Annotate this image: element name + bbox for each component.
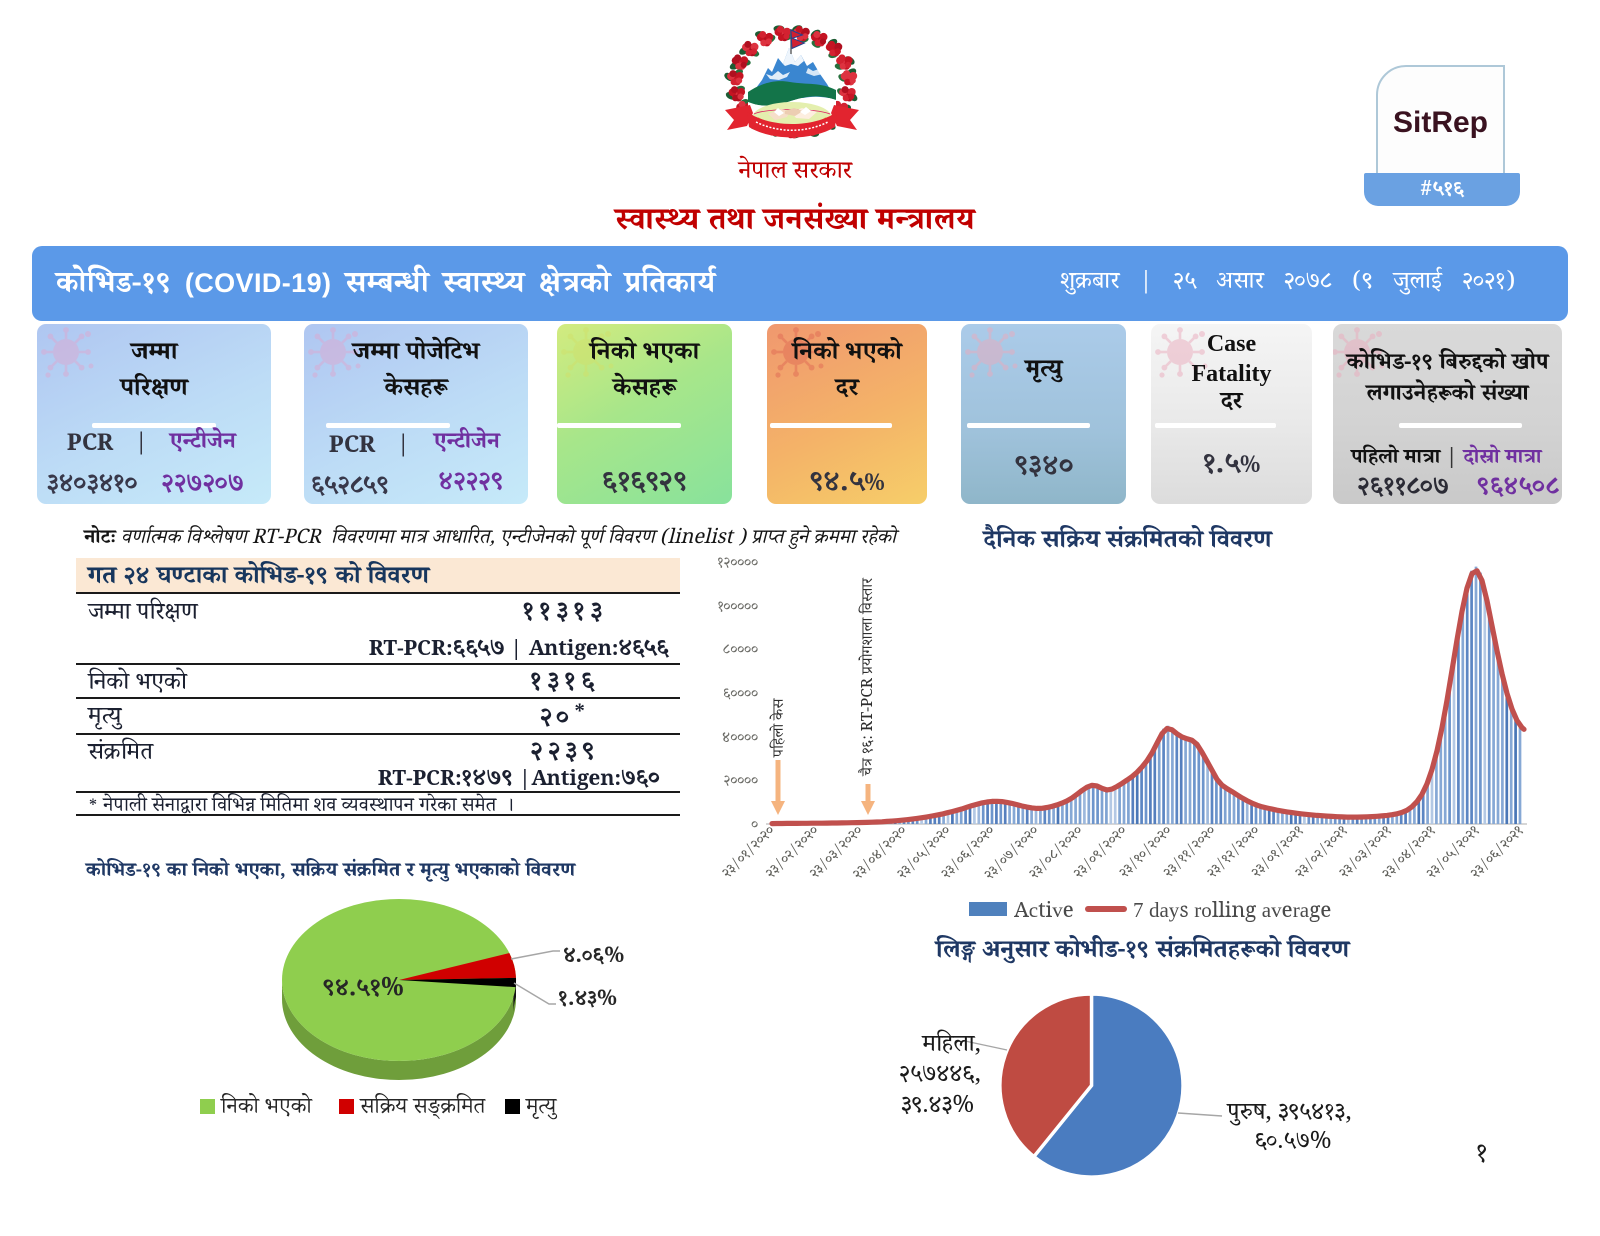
svg-text:पुरुष, ३९५४१३,: पुरुष, ३९५४१३,	[1226, 1097, 1352, 1134]
svg-text:१.४३%: १.४३%	[558, 985, 617, 1019]
svg-text:८००००: ८००००	[723, 641, 758, 664]
svg-text:४.०६%: ४.०६%	[563, 942, 624, 976]
svg-text:२००००: २००००	[723, 772, 758, 795]
svg-text:३९.४३%: ३९.४३%	[901, 1090, 974, 1127]
svg-text:२५७४४६,: २५७४४६,	[899, 1059, 981, 1096]
svg-text:६००००: ६००००	[723, 685, 758, 708]
svg-text:०: ०	[751, 816, 758, 839]
svg-text:९४.५१%: ९४.५१%	[322, 972, 403, 1011]
svg-text:६०.५७%: ६०.५७%	[1255, 1126, 1332, 1163]
svg-text:१२००००: १२००००	[717, 554, 758, 577]
svg-text:चैत्र १६: RT-PCR प्रयोगशाला वि: चैत्र १६: RT-PCR प्रयोगशाला विस्तार	[857, 577, 882, 777]
svg-text:१०००००: १०००००	[717, 598, 758, 621]
svg-text:पहिलो केस: पहिलो केस	[768, 698, 793, 758]
svg-text:४००००: ४००००	[722, 729, 758, 752]
svg-text:महिला,: महिला,	[920, 1029, 981, 1066]
